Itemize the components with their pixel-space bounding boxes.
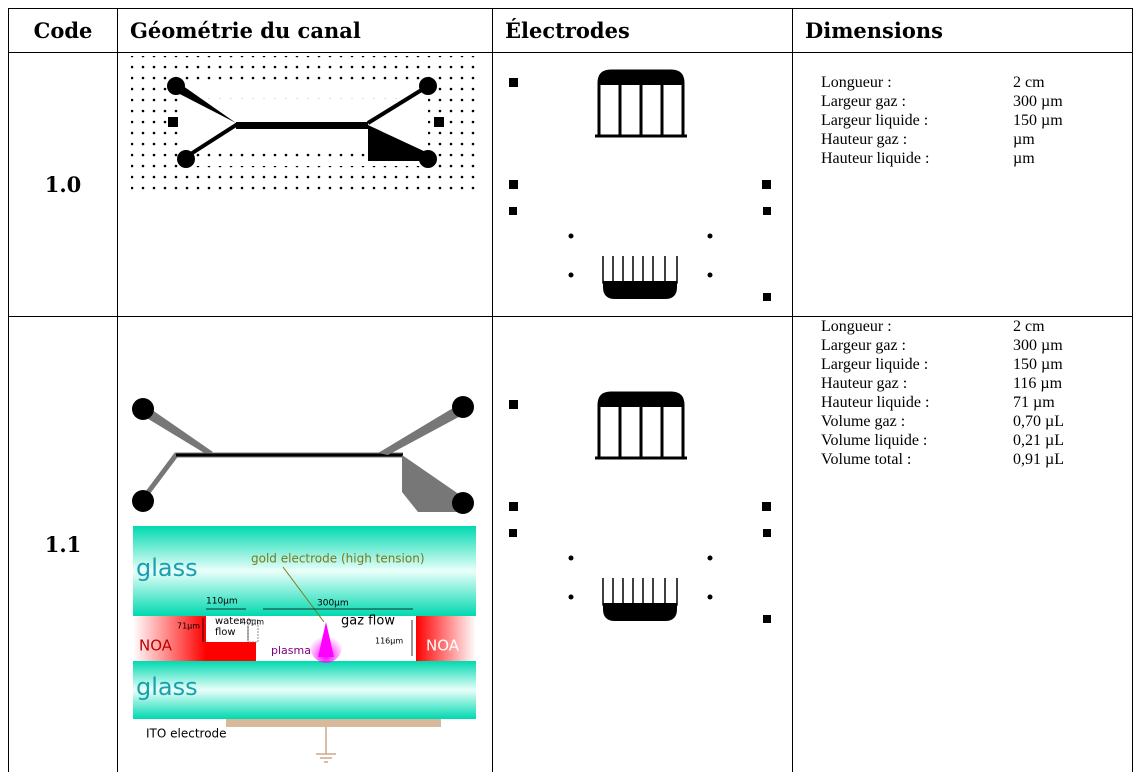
dimensions-cell: Longueur :2 cm Largeur gaz :300 µm Largeur… [792, 52, 1133, 317]
dimension-value: 116 µm [1013, 375, 1063, 392]
dimension-label: Volume total : [821, 451, 912, 468]
geometry-cell: glass gold electrode (high tension) 110µ… [117, 316, 493, 772]
channel-drawing [131, 56, 476, 191]
dimension-label: Volume liquide : [821, 432, 928, 449]
dimension-label: Largeur gaz : [821, 337, 906, 354]
dimension-row: Largeur liquide : 150 µm [821, 111, 1063, 130]
dimension-row: Largeur gaz : 300 µm [821, 92, 1063, 111]
electrodes-cell [492, 316, 793, 772]
dimension-label: Longueur : [821, 318, 892, 335]
dimension-value: 150 µm [1013, 356, 1063, 373]
dimension-row: Hauteur liquide : 71 µm [821, 393, 1064, 412]
dimension-value: 300 µm [1013, 93, 1063, 110]
dimension-value: 2 cm [1013, 74, 1045, 91]
dimension-row: Volume gaz : 0,70 µL [821, 412, 1064, 431]
dimension-row: Largeur liquide : 150 µm [821, 355, 1064, 374]
label: NOA [139, 637, 173, 655]
dimension-label: Hauteur gaz : [821, 131, 908, 148]
dimension-label: Hauteur liquide : [821, 150, 930, 167]
dimension-label: Longueur : [821, 74, 892, 91]
dimension-row: Hauteur gaz : µm [821, 130, 1063, 149]
row: 1.1 glass gold electrode (high tension) … [8, 316, 1133, 772]
label: 116µm [375, 637, 403, 646]
label: flow [215, 627, 236, 638]
geometry-cell [117, 52, 493, 317]
dimension-row: Hauteur liquide : µm [821, 149, 1063, 168]
label: glass [136, 554, 198, 582]
dimension-row: Volume liquide : 0,21 µL [821, 431, 1064, 450]
dimension-value: µm [1013, 131, 1035, 148]
dimension-value: 2 cm [1013, 318, 1045, 335]
table: Code Géométrie du canal Électrodes Dimen… [8, 8, 1133, 772]
dimension-row: Longueur : 2 cm [821, 317, 1064, 336]
dimension-label: Hauteur gaz : [821, 375, 908, 392]
cross-section: glass gold electrode (high tension) 110µ… [133, 526, 476, 763]
dimension-row: Longueur : 2 cm [821, 73, 1063, 92]
label: 110µm [206, 597, 238, 607]
label: NOA [426, 637, 460, 655]
header-row: Code Géométrie du canal Électrodes Dimen… [8, 8, 1133, 53]
dimensions: Longueur :2 cm Largeur gaz :300 µm Largeur… [821, 73, 1063, 168]
header-cell: Dimensions [792, 8, 1133, 53]
electrodes-drawing [507, 391, 773, 625]
label: plasma [271, 644, 311, 657]
label: glass [136, 673, 198, 701]
dimension-value: 0,70 µL [1013, 413, 1064, 430]
dimension-label: Volume gaz : [821, 413, 906, 430]
label: water [215, 616, 244, 627]
dimension-label: Largeur liquide : [821, 112, 929, 129]
row: 1.0 Longueur :2 cm Largeur gaz :300 µm Lar… [8, 52, 1133, 317]
dimension-value: µm [1013, 150, 1035, 167]
dimensions: Longueur :2 cm Largeur gaz :300 µm Largeur… [821, 317, 1064, 469]
label: gold electrode (high tension) [251, 552, 425, 566]
code-cell: 1.0 [8, 52, 118, 317]
code-cell: 1.1 [8, 316, 118, 772]
dimension-value: 71 µm [1013, 394, 1055, 411]
dimension-value: 300 µm [1013, 337, 1063, 354]
header-cell: Géométrie du canal [117, 8, 493, 53]
dimension-label: Largeur gaz : [821, 93, 906, 110]
dimension-row: Largeur gaz : 300 µm [821, 336, 1064, 355]
channel-drawing [132, 396, 474, 514]
dimension-value: 150 µm [1013, 112, 1063, 129]
dimensions-cell: Longueur :2 cm Largeur gaz :300 µm Largeur… [792, 316, 1133, 772]
electrodes-drawing [509, 69, 771, 301]
dimension-value: 0,91 µL [1013, 451, 1064, 468]
label: 300µm [317, 599, 349, 609]
dimension-label: Hauteur liquide : [821, 394, 930, 411]
header-cell: Électrodes [492, 8, 793, 53]
dimension-value: 0,21 µL [1013, 432, 1064, 449]
label: 40µm [241, 618, 264, 627]
header-cell: Code [8, 8, 118, 53]
label: ITO electrode [146, 727, 227, 741]
dimension-label: Largeur liquide : [821, 356, 929, 373]
dimension-row: Hauteur gaz : 116 µm [821, 374, 1064, 393]
electrodes-cell [492, 52, 793, 317]
label: gaz flow [341, 614, 395, 629]
dimension-row: Volume total : 0,91 µL [821, 450, 1064, 469]
label: 71µm [177, 622, 200, 631]
